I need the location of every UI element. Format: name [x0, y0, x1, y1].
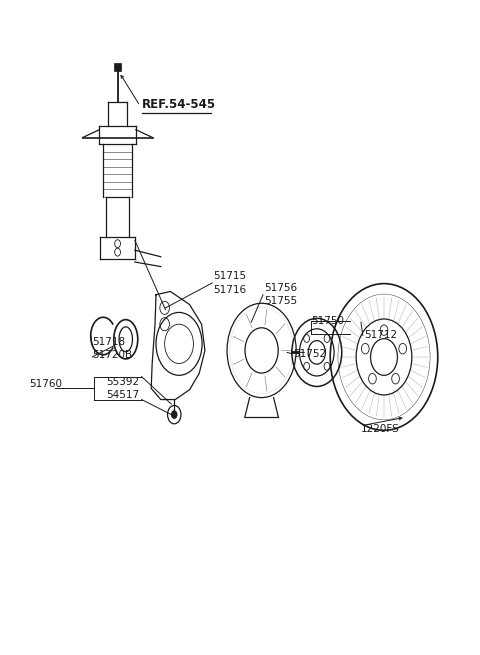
Circle shape [171, 411, 177, 419]
Bar [114, 63, 121, 71]
Text: 51756: 51756 [264, 283, 297, 293]
Text: 51715: 51715 [214, 271, 247, 282]
Text: 51760: 51760 [29, 379, 62, 390]
Text: 1220FS: 1220FS [361, 424, 400, 434]
Text: 51750: 51750 [311, 316, 344, 326]
Text: 51718: 51718 [93, 337, 126, 347]
Text: REF.54-545: REF.54-545 [142, 98, 216, 111]
Text: 55392: 55392 [107, 377, 140, 387]
Text: 51752: 51752 [293, 348, 326, 359]
Text: 51755: 51755 [264, 296, 297, 307]
Text: 51716: 51716 [214, 284, 247, 295]
Text: 54517: 54517 [107, 390, 140, 400]
Text: 51720B: 51720B [93, 350, 133, 360]
Text: 51712: 51712 [364, 330, 397, 341]
